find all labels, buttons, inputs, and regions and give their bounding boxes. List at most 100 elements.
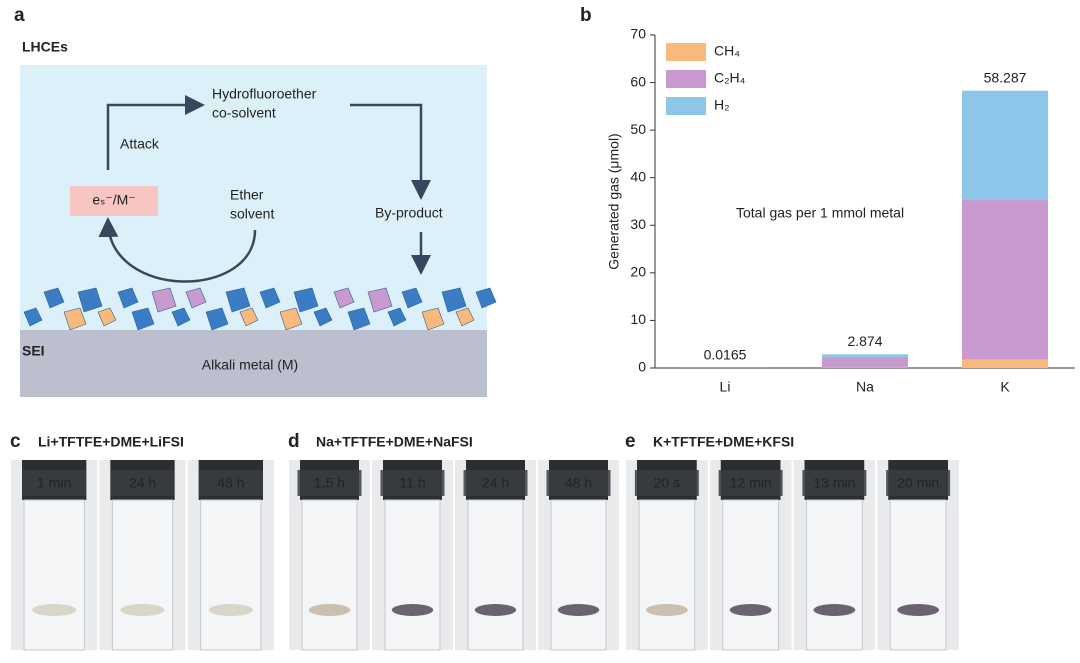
bar-segment — [962, 200, 1048, 360]
sei-particle — [441, 287, 467, 313]
label: By-product — [375, 205, 443, 221]
sei-particle — [387, 307, 407, 327]
sei-particle — [77, 287, 103, 313]
sei-particle — [43, 287, 65, 309]
total-label: 58.287 — [984, 69, 1027, 85]
sei-particle — [239, 307, 259, 327]
vial-content — [32, 604, 77, 616]
vial — [467, 499, 524, 651]
sei-particle — [185, 287, 207, 309]
time-label: 20 s — [654, 475, 680, 491]
time-label-bg — [634, 470, 699, 496]
vial — [200, 499, 262, 651]
vial-content — [557, 604, 600, 616]
annotation: Total gas per 1 mmol metal — [736, 205, 904, 221]
label: eₛ⁻/M⁻ — [92, 192, 135, 208]
label: Hydrofluoroether — [212, 86, 317, 102]
time-label: 1 min — [37, 475, 71, 491]
vial — [23, 499, 85, 651]
time-label-bg — [718, 470, 783, 496]
legend-swatch — [666, 97, 706, 115]
sei-particle — [367, 287, 393, 313]
vial — [384, 499, 441, 651]
sei-particle — [151, 287, 177, 313]
panel-letter: b — [580, 5, 592, 26]
y-tick-label: 70 — [630, 26, 646, 42]
sei-particle — [279, 307, 303, 331]
y-tick-label: 10 — [630, 311, 646, 327]
vial — [111, 499, 174, 651]
x-tick-label: Na — [856, 379, 874, 395]
panel-title: Li+TFTFE+DME+LiFSI — [38, 434, 184, 450]
y-tick-label: 40 — [630, 168, 646, 184]
sei-particle — [63, 307, 87, 331]
vial-content — [897, 604, 940, 616]
label: SEI — [22, 343, 45, 359]
legend-swatch — [666, 43, 706, 61]
vial — [806, 499, 863, 651]
time-label-bg — [546, 470, 611, 496]
y-tick-label: 20 — [630, 264, 646, 280]
total-label: 2.874 — [847, 333, 882, 349]
legend-label: H₂ — [714, 97, 730, 113]
bar-segment — [822, 354, 908, 358]
vial-content — [208, 604, 253, 616]
legend-label: CH₄ — [714, 43, 740, 59]
sei-particle — [259, 287, 281, 309]
time-label-bg — [380, 470, 445, 496]
y-tick-label: 60 — [630, 73, 646, 89]
sei-particle — [401, 287, 423, 309]
time-label: 48 h — [217, 475, 244, 491]
time-label: 11 h — [399, 475, 425, 491]
vial — [722, 499, 779, 651]
sei-particle — [347, 307, 371, 331]
vial-content — [645, 604, 688, 616]
y-axis-label: Generated gas (μmol) — [606, 133, 622, 269]
vial-content — [813, 604, 856, 616]
sei-particle — [293, 287, 319, 313]
metal-region — [20, 330, 487, 397]
x-tick-label: K — [1000, 379, 1010, 395]
label: Attack — [120, 136, 160, 152]
time-label-bg — [110, 470, 175, 496]
time-label: 20 min — [897, 475, 939, 491]
time-label: 48 h — [565, 475, 592, 491]
sei-particle — [475, 287, 497, 309]
time-label: 13 min — [813, 475, 855, 491]
y-tick-label: 50 — [630, 121, 646, 137]
time-label: 24 h — [129, 475, 156, 491]
sei-particle — [117, 287, 139, 309]
total-label: 0.0165 — [704, 347, 747, 363]
chart: 0 10 20 30 40 50 60 70 Generated gas (μmol) Total… — [606, 26, 1075, 395]
panel-letter: a — [14, 5, 25, 26]
panel-title: K+TFTFE+DME+KFSI — [653, 434, 794, 450]
vial-content — [120, 604, 165, 616]
y-tick-label: 30 — [630, 216, 646, 232]
electron-box — [70, 186, 158, 216]
vial-content — [308, 604, 351, 616]
vial-content — [391, 604, 434, 616]
time-label: 24 h — [482, 475, 509, 491]
label: co-solvent — [212, 105, 276, 121]
x-tick-label: Li — [720, 379, 731, 395]
time-label: 1.5 h — [314, 475, 345, 491]
heading: LHCEs — [22, 39, 68, 55]
panel-title: Na+TFTFE+DME+NaFSI — [316, 434, 473, 450]
time-label-bg — [198, 470, 263, 496]
panel-letter: d — [288, 431, 300, 452]
sei-particle — [225, 287, 251, 313]
y-tick-label: 0 — [638, 359, 646, 375]
legend-label: C₂H₄ — [714, 70, 746, 86]
sei-particle — [205, 307, 229, 331]
sei-particle — [97, 307, 117, 327]
sei-layer — [23, 287, 497, 331]
vial-content — [729, 604, 772, 616]
vial — [638, 499, 696, 651]
label: solvent — [230, 206, 274, 222]
vial-content — [474, 604, 517, 616]
sei-particle — [171, 307, 191, 327]
time-label-bg — [463, 470, 528, 496]
sei-particle — [313, 307, 333, 327]
bar-segment — [962, 90, 1048, 201]
